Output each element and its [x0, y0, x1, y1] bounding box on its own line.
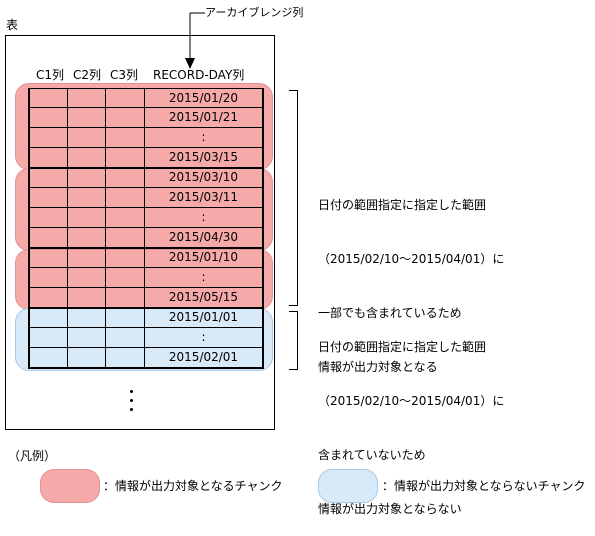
legend-label-included: ：情報が出力対象となるチャンク [103, 479, 283, 493]
grid-vline-4 [262, 88, 264, 368]
grid-hline-14 [28, 367, 264, 369]
col-header-record-day: RECORD-DAY列 [153, 68, 245, 82]
table-frame [5, 35, 275, 430]
cell-record-day: : [201, 210, 206, 224]
ellipsis-dot [130, 399, 133, 402]
bracket-included [289, 90, 298, 306]
cell-record-day: : [201, 130, 206, 144]
cell-record-day: : [201, 330, 206, 344]
archive-arrow [185, 12, 205, 69]
cell-record-day: 2015/04/30 [168, 230, 239, 244]
grid-hline-10 [28, 287, 264, 288]
grid-hline-13 [28, 347, 264, 348]
cell-record-day: 2015/01/20 [168, 91, 239, 105]
grid-vline-1 [67, 88, 68, 368]
cell-record-day: 2015/01/01 [168, 310, 239, 324]
note-included-line: （2015/02/10～2015/04/01）に [318, 252, 505, 266]
note-included-line: 情報が出力対象となる [318, 360, 438, 374]
note-included-line: 日付の範囲指定に指定した範囲 [318, 198, 487, 212]
cell-record-day: 2015/01/10 [168, 250, 239, 264]
archive-range-label: アーカイブレンジ列 [205, 6, 304, 19]
grid-vline-0 [28, 88, 30, 368]
note-included-line: 一部でも含まれているため [318, 306, 462, 320]
grid-hline-2 [28, 127, 264, 128]
grid-hline-11 [28, 307, 264, 309]
ellipsis-dot [130, 390, 133, 393]
cell-record-day: : [201, 270, 206, 284]
table-label: 表 [6, 18, 19, 32]
grid-hline-7 [28, 227, 264, 228]
grid-hline-6 [28, 207, 264, 208]
cell-record-day: 2015/01/21 [168, 110, 239, 124]
cell-record-day: 2015/03/10 [168, 170, 239, 184]
grid-hline-5 [28, 187, 264, 188]
ellipsis-dot [130, 408, 133, 411]
note-excluded-line: 含まれていないため [318, 448, 426, 462]
cell-record-day: 2015/03/15 [168, 150, 239, 164]
grid-hline-0 [28, 88, 264, 89]
legend-title: （凡例） [8, 449, 57, 463]
legend-label-excluded: ：情報が出力対象とならないチャンク [382, 479, 586, 493]
grid-vline-3 [144, 88, 145, 368]
note-excluded-line: 日付の範囲指定に指定した範囲 [318, 340, 487, 354]
legend-swatch-included [40, 469, 100, 503]
cell-record-day: 2015/05/15 [168, 290, 239, 304]
cell-record-day: 2015/03/11 [168, 190, 239, 204]
grid-hline-1 [28, 107, 264, 108]
col-header-c3: C3列 [110, 68, 139, 82]
grid-hline-9 [28, 267, 264, 268]
col-header-c1: C1列 [36, 68, 65, 82]
col-header-c2: C2列 [73, 68, 102, 82]
grid-hline-4 [28, 167, 264, 169]
note-excluded-line: （2015/02/10～2015/04/01）に [318, 394, 505, 408]
cell-record-day: 2015/02/01 [168, 350, 239, 364]
note-included: 日付の範囲指定に指定した範囲 （2015/02/10～2015/04/01）に … [318, 160, 504, 394]
grid-hline-8 [28, 247, 264, 249]
legend-swatch-excluded [318, 469, 378, 503]
grid-vline-2 [105, 88, 106, 368]
grid-hline-12 [28, 327, 264, 328]
grid-hline-3 [28, 147, 264, 148]
bracket-excluded [289, 311, 298, 370]
